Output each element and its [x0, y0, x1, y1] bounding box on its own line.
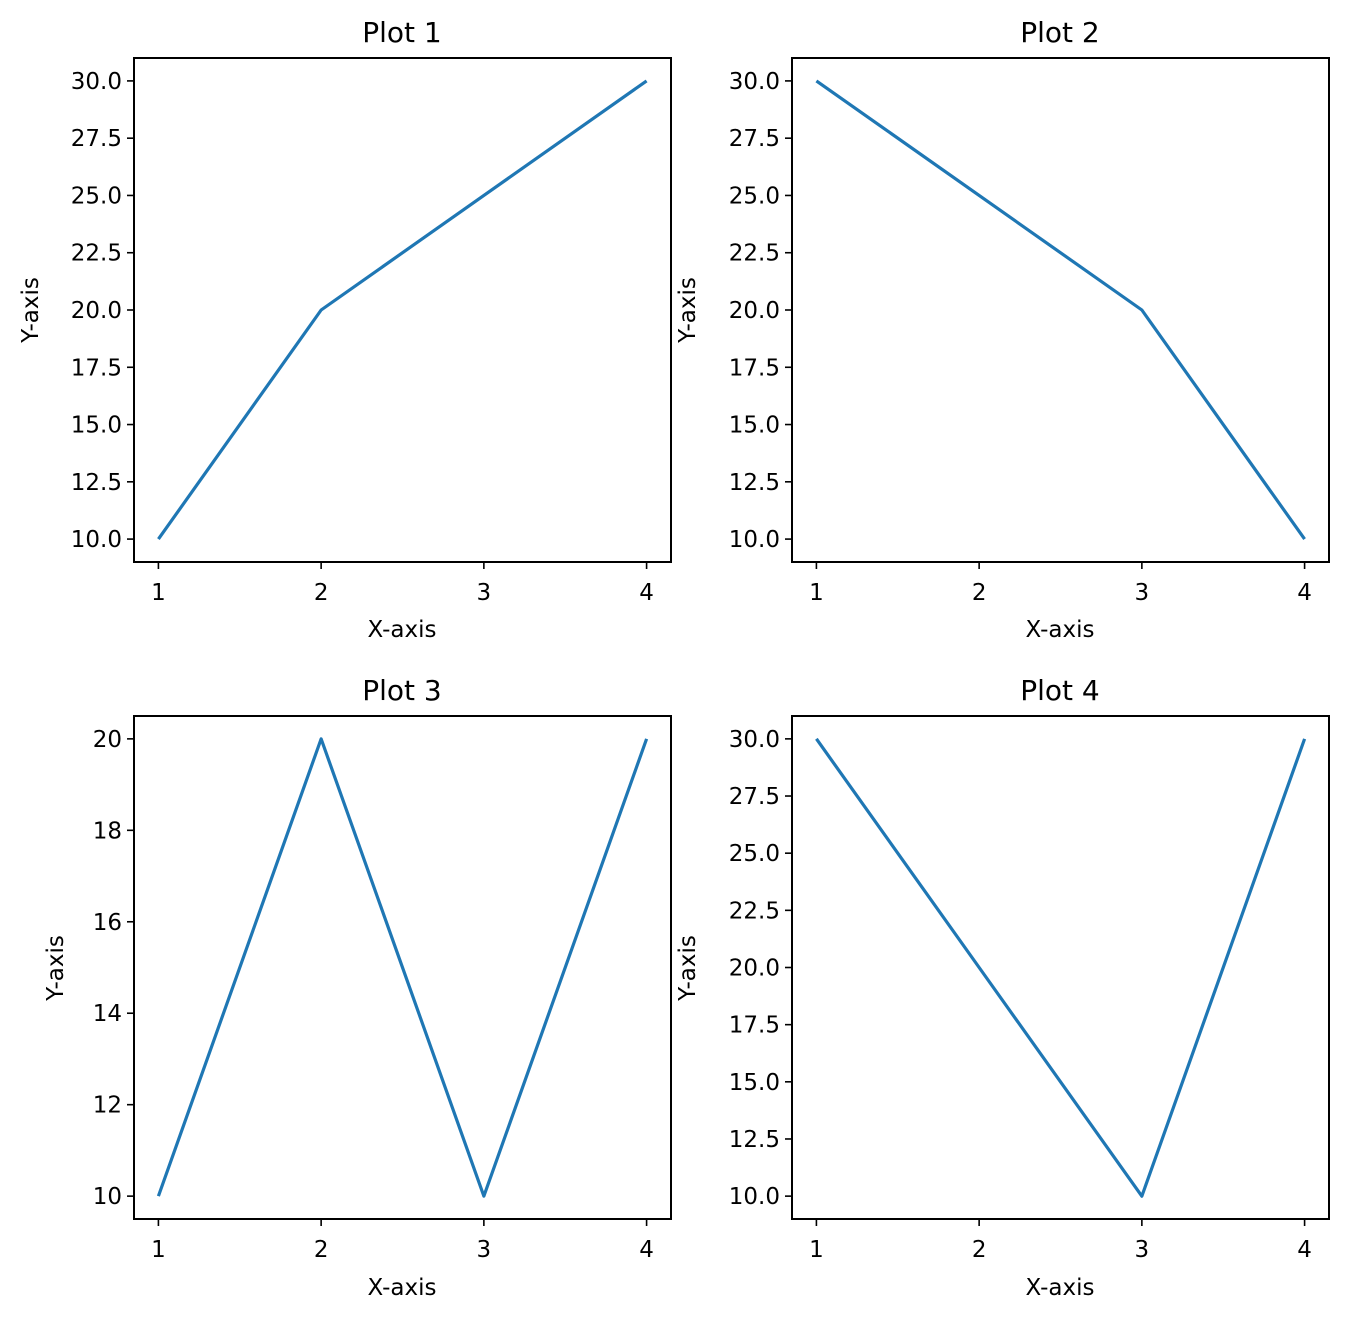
subplot-4: Plot 4 X-axis Y-axis 1 2 3 4 10.0 12.5 15.0 17.… [675, 674, 1330, 1301]
plot-2-xtick-label: 1 [809, 580, 824, 606]
plot-1-ytick-label: 10.0 [71, 527, 122, 553]
plot-4-ytick-label: 27.5 [729, 784, 780, 810]
plot-1-xtick-label: 2 [314, 580, 329, 606]
plot-2-ytick-label: 30.0 [729, 69, 780, 95]
plot-3-ytick-label: 10 [93, 1184, 122, 1210]
subplot-1: Plot 1 X-axis Y-axis 1 2 3 4 10.0 12.5 15.0 17.… [18, 16, 672, 643]
plot-4-ytick-label: 25.0 [729, 841, 780, 867]
plot-3-title: Plot 3 [362, 674, 442, 707]
plot-4-xtick-label: 3 [1135, 1237, 1150, 1263]
subplot-2: Plot 2 X-axis Y-axis 1 2 3 4 10.0 12.5 15.0 17.… [675, 16, 1330, 643]
plot-3-ytick-label: 14 [93, 1001, 122, 1027]
plot-2-ytick-label: 17.5 [729, 355, 780, 381]
plot-1-xtick-label: 1 [151, 580, 166, 606]
plot-2-title: Plot 2 [1020, 16, 1100, 49]
plot-3-xlabel: X-axis [368, 1275, 437, 1301]
plot-2-xlabel: X-axis [1026, 617, 1095, 643]
plot-3-axes-frame [133, 715, 672, 1220]
plot-3-series-line [156, 737, 649, 1198]
plot-3-xtick-label: 2 [314, 1237, 329, 1263]
plot-4-xtick-label: 4 [1297, 1237, 1312, 1263]
plot-4-ytick-label: 30.0 [729, 727, 780, 753]
plot-2-xtick-label: 4 [1297, 580, 1312, 606]
plot-1-title: Plot 1 [362, 16, 442, 49]
plot-2-xtick-label: 2 [972, 580, 987, 606]
plot-4-series-line [815, 737, 1307, 1198]
plot-1-xtick-label: 4 [639, 580, 654, 606]
plot-4-ytick-label: 12.5 [729, 1127, 780, 1153]
plot-1-xtick-label: 3 [477, 580, 492, 606]
plot-1-ytick-label: 30.0 [71, 69, 122, 95]
plot-3-ytick-label: 20 [93, 727, 122, 753]
plot-3-ylabel: Y-axis [43, 935, 69, 1002]
plot-4-ytick-label: 10.0 [729, 1184, 780, 1210]
plot-2-ytick-label: 22.5 [729, 241, 780, 267]
plot-1-ytick-label: 20.0 [71, 298, 122, 324]
plot-1-ylabel: Y-axis [18, 277, 44, 344]
plot-3-ytick-label: 16 [93, 910, 122, 936]
plot-4-ylabel: Y-axis [675, 935, 701, 1002]
plot-1-xlabel: X-axis [368, 617, 437, 643]
plot-3-ytick-label: 12 [93, 1093, 122, 1119]
plot-4-xtick-label: 1 [809, 1237, 824, 1263]
plot-2-ylabel: Y-axis [675, 277, 701, 344]
plot-3-ytick-label: 18 [93, 818, 122, 844]
plot-3-xtick-label: 1 [151, 1237, 166, 1263]
plot-3-xtick-label: 4 [639, 1237, 654, 1263]
plot-2-ytick-label: 20.0 [729, 298, 780, 324]
plot-1-ytick-label: 15.0 [71, 413, 122, 439]
plot-2-ytick-label: 25.0 [729, 183, 780, 209]
plot-4-xlabel: X-axis [1026, 1275, 1095, 1301]
plot-4-title: Plot 4 [1020, 674, 1100, 707]
plot-2-series-line [815, 79, 1306, 541]
plot-1-ytick-label: 27.5 [71, 126, 122, 152]
plot-1-ytick-label: 12.5 [71, 470, 122, 496]
plot-4-ytick-label: 17.5 [729, 1013, 780, 1039]
plot-4-ytick-label: 15.0 [729, 1070, 780, 1096]
plot-4-ytick-label: 22.5 [729, 898, 780, 924]
plot-1-ytick-label: 22.5 [71, 241, 122, 267]
plot-2-ytick-label: 15.0 [729, 413, 780, 439]
plot-1-ytick-label: 25.0 [71, 183, 122, 209]
plot-2-ytick-label: 12.5 [729, 470, 780, 496]
plot-2-ytick-label: 27.5 [729, 126, 780, 152]
plot-4-xtick-label: 2 [972, 1237, 987, 1263]
plot-2-ytick-label: 10.0 [729, 527, 780, 553]
plot-1-ytick-label: 17.5 [71, 355, 122, 381]
plot-4-ytick-label: 20.0 [729, 956, 780, 982]
plot-2-xtick-label: 3 [1135, 580, 1150, 606]
plot-3-xtick-label: 3 [477, 1237, 492, 1263]
plot-1-series-line [157, 79, 648, 541]
